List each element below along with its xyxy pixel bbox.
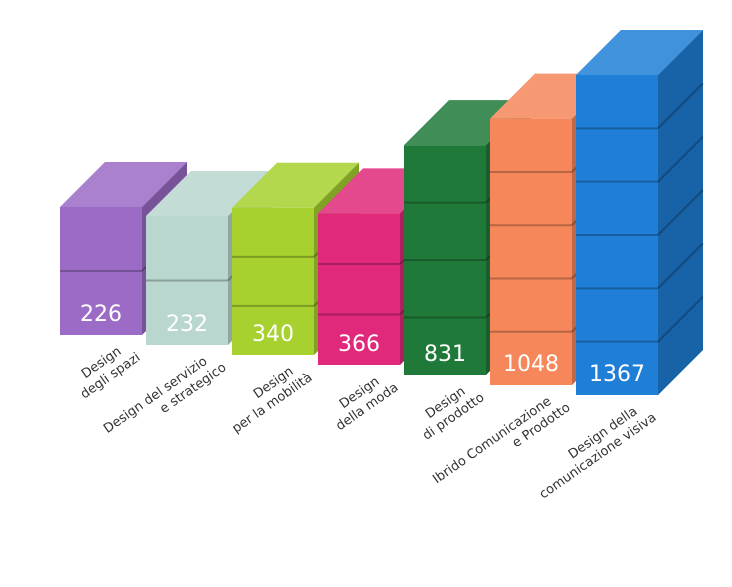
block-top [576, 30, 703, 75]
category-label: Designdella moda [324, 367, 401, 434]
value-label: 1048 [503, 352, 559, 377]
category-label: Designper la mobilità [220, 357, 315, 436]
value-label: 1367 [589, 362, 645, 387]
block-seam [657, 135, 704, 183]
block-stack [576, 30, 704, 395]
block-side [658, 30, 703, 395]
block-front [232, 207, 314, 355]
block-seam [657, 242, 704, 290]
block-top-shade [576, 30, 703, 75]
block-side-shade [658, 30, 703, 395]
block-seam [657, 82, 704, 130]
block-top-shade [60, 161, 187, 207]
block-top-shade [232, 162, 359, 208]
block-top-shade [146, 170, 273, 216]
value-label: 831 [424, 342, 466, 367]
block-front [404, 145, 486, 375]
block-front [490, 118, 572, 385]
value-label: 232 [166, 312, 208, 337]
category-label: Designdegli spazi [69, 337, 144, 402]
block-seam [657, 295, 704, 343]
value-label: 226 [80, 302, 122, 327]
block-top [146, 170, 273, 216]
block-front [146, 215, 228, 345]
value-label: 366 [338, 332, 380, 357]
block-front [576, 75, 658, 395]
block-seam [657, 189, 704, 236]
value-label: 340 [252, 322, 294, 347]
block-top [232, 162, 359, 208]
block-front [60, 206, 142, 335]
block-front [318, 213, 400, 365]
category-label: Designdi prodotto [411, 377, 487, 443]
block-top [60, 161, 187, 207]
